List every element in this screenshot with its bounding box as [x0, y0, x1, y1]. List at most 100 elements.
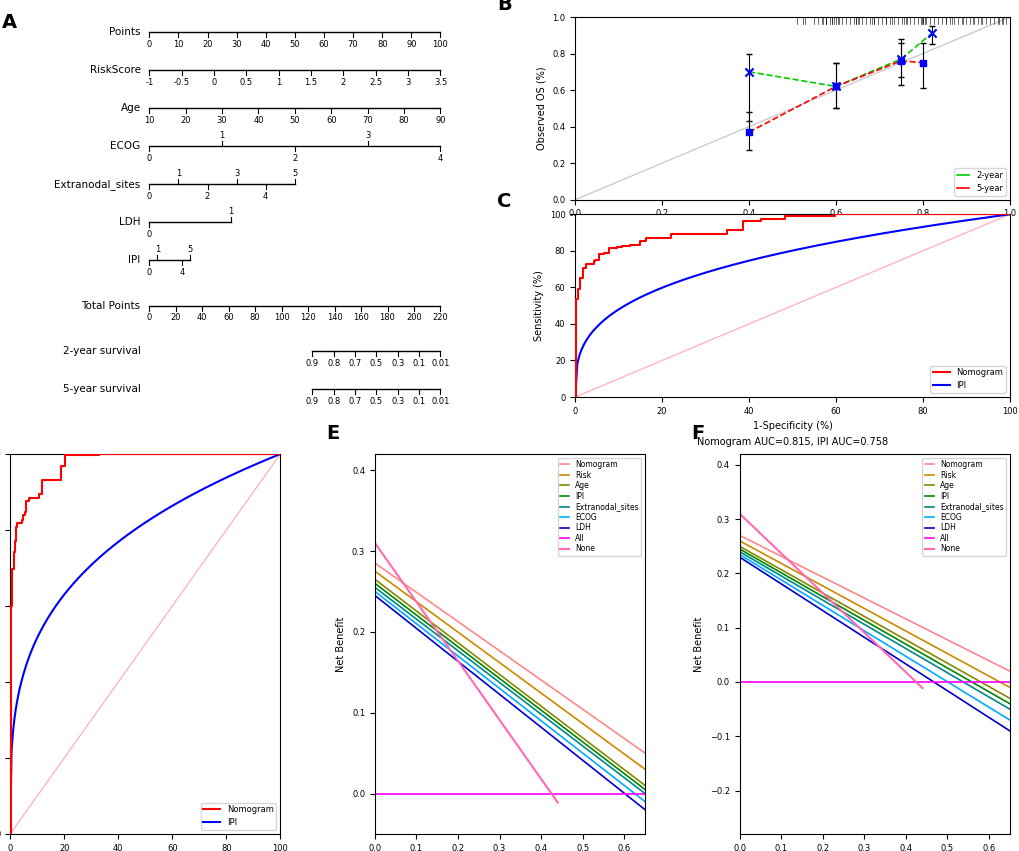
Text: LDH: LDH: [119, 217, 141, 227]
Nomogram: [894, 611, 906, 621]
Text: E: E: [326, 424, 339, 443]
ECOG: [1003, 715, 1015, 725]
None: [403, 586, 415, 597]
Text: 100: 100: [273, 313, 289, 323]
Nomogram: [49, 475, 61, 485]
Text: 5: 5: [292, 168, 298, 178]
IPI: [898, 638, 910, 648]
Extranodal_sites: [960, 679, 972, 689]
Nomogram: [50, 475, 62, 485]
Nomogram: [8, 541, 20, 551]
Point: [892, 52, 908, 66]
Text: 0: 0: [147, 230, 152, 239]
Nomogram: [656, 233, 668, 243]
Nomogram: [820, 210, 833, 220]
Nomogram: [270, 448, 282, 459]
Nomogram: [6, 564, 18, 574]
Text: 0.5: 0.5: [370, 359, 382, 368]
Nomogram: [193, 448, 205, 459]
IPI: [534, 705, 546, 715]
Text: 50: 50: [289, 116, 300, 125]
Nomogram: [577, 263, 589, 273]
IPI: [20, 660, 33, 670]
ECOG: [596, 763, 608, 774]
IPI: [977, 684, 989, 694]
Line: Nomogram: Nomogram: [739, 535, 1009, 671]
Text: -0.5: -0.5: [173, 77, 190, 87]
Nomogram: [720, 226, 733, 236]
ECOG: [893, 648, 905, 658]
Age: [893, 631, 905, 642]
None: [915, 683, 927, 694]
Text: 0.7: 0.7: [348, 359, 362, 368]
IPI: [960, 674, 972, 684]
Nomogram: [569, 392, 581, 403]
IPI: [734, 545, 746, 555]
IPI: [1003, 209, 1015, 220]
Nomogram: [4, 829, 16, 839]
IPI: [251, 459, 263, 469]
Nomogram: [847, 209, 859, 220]
None: [740, 516, 752, 526]
Line: IPI: IPI: [10, 454, 280, 834]
Nomogram: [602, 243, 614, 253]
Nomogram: [10, 523, 22, 533]
Nomogram: [176, 448, 189, 459]
Text: 1.5: 1.5: [305, 77, 317, 87]
Point: [740, 125, 756, 139]
Text: RiskScore: RiskScore: [90, 66, 141, 75]
Text: 5: 5: [187, 245, 193, 254]
X-axis label: Nomogram-predicted OS (%): Nomogram-predicted OS (%): [721, 224, 862, 234]
Age: [1003, 694, 1015, 704]
LDH: [960, 699, 972, 709]
Point: [740, 65, 756, 78]
Text: F: F: [690, 424, 703, 443]
Text: 100: 100: [432, 40, 448, 49]
Nomogram: [733, 530, 745, 540]
Risk: [960, 660, 972, 670]
Risk: [369, 566, 381, 576]
Nomogram: [24, 493, 37, 503]
Extranodal_sites: [894, 640, 906, 650]
LDH: [596, 771, 608, 781]
Legend: Nomogram, IPI: Nomogram, IPI: [201, 802, 276, 830]
IPI: [966, 214, 978, 225]
Nomogram: [58, 461, 70, 471]
LDH: [1003, 726, 1015, 736]
Text: 4: 4: [437, 154, 442, 163]
Age: [734, 542, 746, 552]
Text: 0.5: 0.5: [239, 77, 253, 87]
Text: 50: 50: [289, 40, 300, 49]
Text: 2: 2: [340, 77, 345, 87]
ECOG: [534, 715, 546, 725]
ECOG: [960, 688, 972, 699]
Text: 4: 4: [179, 268, 184, 277]
Line: Extranodal_sites: Extranodal_sites: [375, 587, 644, 793]
Text: 0.01: 0.01: [431, 397, 449, 406]
Nomogram: [898, 614, 910, 624]
Text: 70: 70: [362, 116, 373, 125]
Nomogram: [596, 249, 608, 260]
Text: 30: 30: [217, 116, 227, 125]
Risk: [893, 623, 905, 633]
Age: [528, 696, 540, 706]
Text: 140: 140: [326, 313, 342, 323]
Age: [596, 748, 608, 758]
Text: 3: 3: [405, 77, 411, 87]
ECOG: [528, 711, 540, 721]
Extranodal_sites: [733, 546, 745, 557]
Nomogram: [264, 448, 276, 459]
Nomogram: [827, 209, 840, 220]
Text: 0: 0: [147, 154, 152, 163]
Nomogram: [593, 249, 605, 260]
Text: Total Points: Total Points: [82, 300, 141, 311]
Line: Nomogram: Nomogram: [10, 454, 280, 834]
Point: [922, 26, 938, 40]
Nomogram: [18, 506, 31, 517]
Risk: [613, 745, 626, 756]
Text: 1: 1: [155, 245, 160, 254]
Nomogram: [16, 510, 29, 520]
Legend: Nomogram, Risk, Age, IPI, Extranodal_sites, ECOG, LDH, All, None: Nomogram, Risk, Age, IPI, Extranodal_sit…: [557, 458, 641, 556]
IPI: [528, 700, 540, 711]
IPI: [638, 785, 650, 795]
